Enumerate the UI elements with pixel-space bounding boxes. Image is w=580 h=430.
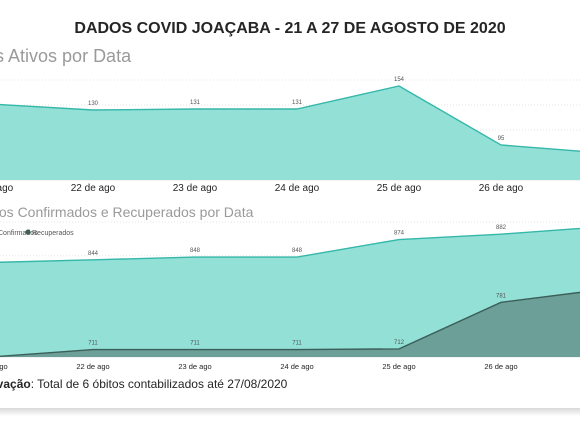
data-label: 711 (292, 341, 302, 347)
confirmed-recovered-chart: 844 848 848 874 882 711 711 711 712 781 21 de ago 2… (0, 204, 580, 371)
legend-label-recuperados: Recuperados (32, 230, 74, 237)
data-label: 848 (292, 248, 303, 254)
x-tick-label: 24 de ago (275, 183, 320, 194)
data-label: 130 (88, 101, 99, 107)
data-label: 711 (190, 341, 200, 347)
data-label: 154 (394, 77, 405, 83)
x-tick-label: 22 de ago (76, 362, 109, 371)
recuperados-line (0, 291, 580, 358)
data-label: 131 (190, 100, 201, 106)
data-label: 844 (88, 251, 99, 257)
legend-marker-recuperados (25, 229, 31, 235)
x-tick-label: 26 de ago (484, 362, 517, 371)
observation-note: Observação: Total de 6 óbitos contabiliz… (0, 377, 288, 391)
x-tick-label: 22 de ago (71, 183, 116, 194)
legend-label-confirmados: Confirmados (0, 230, 38, 237)
data-label: 95 (498, 136, 505, 142)
data-label: 874 (394, 231, 405, 237)
x-tick-label: 25 de ago (377, 183, 422, 194)
observation-label: Observação (0, 377, 31, 391)
confirmados-line (0, 227, 580, 263)
data-label: 131 (292, 100, 303, 106)
confirmados-area (0, 228, 580, 357)
x-tick-label: 26 de ago (479, 183, 524, 194)
data-label: 848 (190, 248, 201, 254)
x-tick-label: 23 de ago (173, 183, 218, 194)
recuperados-area (0, 292, 580, 357)
data-label: 712 (394, 340, 405, 346)
observation-text: : Total de 6 óbitos contabilizados até 2… (31, 377, 288, 391)
data-label: 781 (496, 293, 507, 299)
page-title: DADOS COVID JOAÇABA - 21 A 27 DE AGOSTO … (74, 20, 506, 37)
chart-title: Casos Ativos por Data (0, 46, 132, 66)
x-tick-label: 24 de ago (280, 362, 313, 371)
x-tick-label: 21 de ago (0, 183, 14, 194)
chart-title: Casos Confirmados e Recuperados por Data (0, 204, 254, 220)
x-tick-label: 21 de ago (0, 362, 8, 371)
panel-shadow (0, 408, 580, 416)
data-label: 711 (88, 341, 98, 347)
series-line (0, 85, 580, 152)
x-tick-label: 23 de ago (178, 362, 211, 371)
data-label: 882 (496, 225, 507, 231)
x-tick-label: 25 de ago (382, 362, 415, 371)
